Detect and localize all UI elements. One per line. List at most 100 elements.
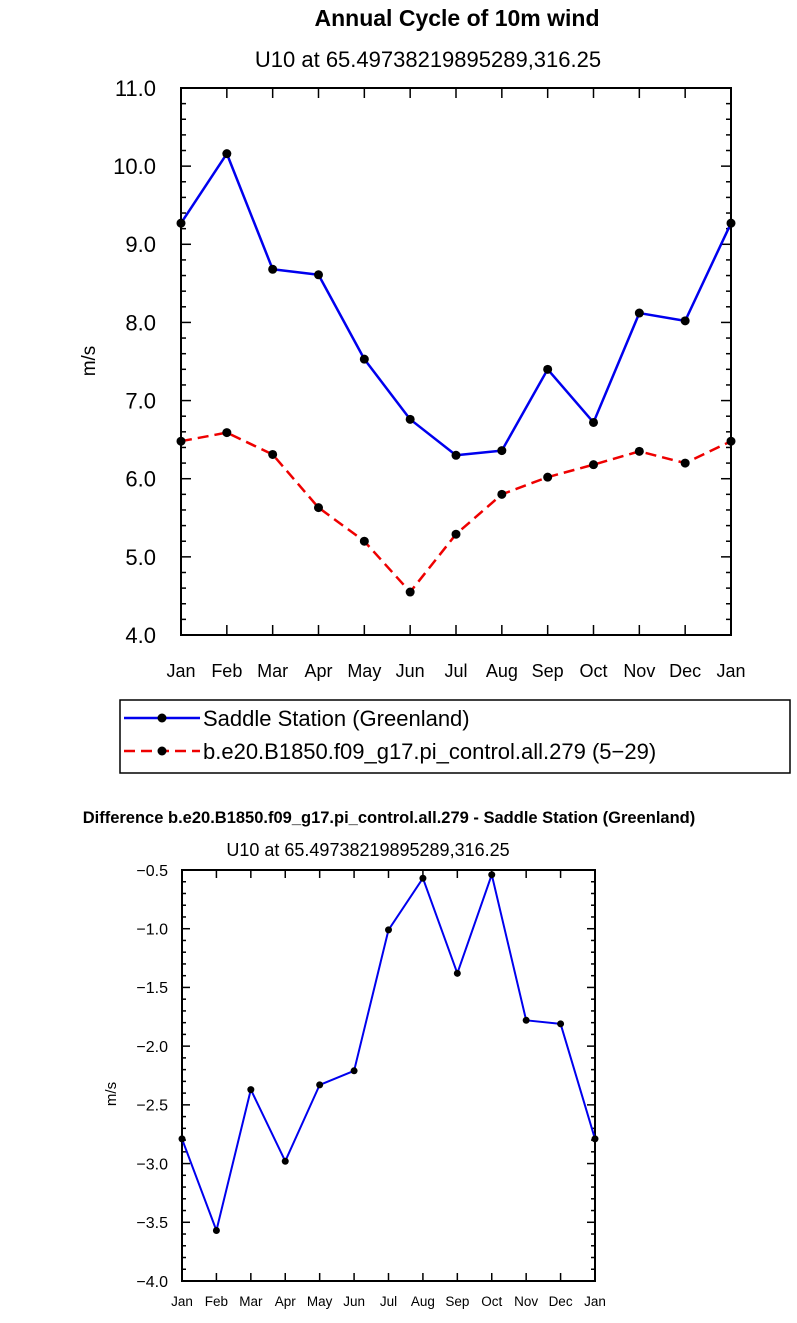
series-0-point [451, 450, 461, 460]
x-tick-label: May [307, 1294, 333, 1309]
series-0-point [268, 264, 278, 274]
series-0-point [453, 969, 461, 977]
difference-chart-series [178, 871, 599, 1235]
series-1-point [589, 460, 598, 470]
top-chart-title: Annual Cycle of 10m wind [315, 5, 600, 31]
series-1-point [222, 428, 232, 438]
difference-chart-y-axis-label: m/s [103, 1082, 120, 1106]
difference-chart-subtitle: U10 at 65.49738219895289,316.25 [226, 840, 509, 860]
series-0-point [176, 218, 186, 228]
y-tick-label: 11.0 [115, 76, 156, 101]
x-tick-label: Apr [304, 661, 332, 681]
y-tick-label: −2.0 [136, 1039, 168, 1056]
x-tick-label: Dec [669, 661, 701, 681]
legend-label-model: b.e20.B1850.f09_g17.pi_control.all.279 (… [203, 739, 656, 764]
top-chart-legend: Saddle Station (Greenland) b.e20.B1850.f… [119, 699, 791, 774]
top-chart-panel: Annual Cycle of 10m wind U10 at 65.49738… [79, 5, 791, 774]
x-tick-label: Jul [444, 661, 467, 681]
y-tick-label: −3.0 [136, 1156, 168, 1173]
difference-chart-ticks [181, 869, 596, 1282]
x-tick-label: Jul [380, 1294, 397, 1309]
series-1-point [451, 529, 461, 539]
series-0-point [281, 1157, 289, 1165]
x-tick-label: Nov [514, 1294, 538, 1309]
x-tick-label: Dec [549, 1294, 573, 1309]
difference-chart-panel: Difference b.e20.B1850.f09_g17.pi_contro… [83, 809, 696, 1309]
series-0-point [680, 316, 690, 326]
x-tick-label: Oct [579, 661, 607, 681]
difference-chart-y-tick-labels: −4.0 −3.5 −3.0 −2.5 −2.0 −1.5 −1.0 −0.5 [136, 863, 168, 1291]
series-0-point [212, 1227, 220, 1235]
series-0-point [522, 1016, 530, 1024]
x-tick-label: Aug [411, 1294, 435, 1309]
top-chart-y-tick-labels: 4.0 5.0 6.0 7.0 8.0 9.0 10.0 11.0 [113, 76, 156, 648]
series-0-point [359, 354, 369, 364]
y-tick-label: 7.0 [125, 388, 156, 413]
series-0-point [247, 1086, 255, 1094]
x-tick-label: Feb [211, 661, 242, 681]
series-0-point [350, 1067, 358, 1075]
series-0-point [314, 270, 323, 280]
series-0-point [222, 149, 232, 159]
y-tick-label: −2.5 [136, 1098, 168, 1115]
y-tick-label: 4.0 [125, 623, 156, 648]
x-tick-label: Jan [166, 661, 195, 681]
legend-label-observed: Saddle Station (Greenland) [203, 706, 470, 731]
x-tick-label: Mar [239, 1294, 263, 1309]
y-tick-label: −1.0 [136, 921, 168, 938]
y-tick-label: 5.0 [125, 545, 156, 570]
series-1-point [543, 472, 553, 482]
x-tick-label: Jun [343, 1294, 365, 1309]
series-1-point [405, 587, 415, 597]
top-chart-x-tick-labels: Jan Feb Mar Apr May Jun Jul Aug Sep Oct Nov Dec Jan [166, 661, 745, 681]
series-1-point [359, 536, 369, 546]
legend-marker-model [157, 746, 167, 756]
x-tick-label: Aug [486, 661, 518, 681]
series-1-point [176, 436, 186, 446]
y-tick-label: 6.0 [125, 467, 156, 492]
x-tick-label: Jan [171, 1294, 193, 1309]
series-0-point [497, 446, 507, 456]
series-1-point [680, 458, 690, 468]
top-chart-plot-frame [180, 87, 732, 636]
top-chart-subtitle: U10 at 65.49738219895289,316.25 [255, 47, 601, 72]
y-tick-label: −0.5 [136, 863, 168, 880]
y-tick-label: −1.5 [136, 980, 168, 997]
series-0-point [178, 1135, 186, 1143]
series-0-point [557, 1020, 565, 1028]
legend-marker-observed [157, 713, 167, 723]
legend-box [119, 699, 791, 774]
y-tick-label: −4.0 [136, 1274, 168, 1291]
series-0-point [726, 218, 736, 228]
series-1-point [634, 446, 644, 456]
difference-chart-x-tick-labels: Jan Feb Mar Apr May Jun Jul Aug Sep Oct Nov Dec Jan [171, 1294, 606, 1309]
y-tick-label: 10.0 [113, 154, 156, 179]
x-tick-label: Apr [275, 1294, 297, 1309]
series-1-point [268, 449, 278, 459]
series-0-point [488, 871, 496, 879]
series-0-point [589, 417, 598, 427]
y-tick-label: 8.0 [125, 310, 156, 335]
series-0-point [405, 414, 415, 424]
series-1-point [314, 503, 323, 513]
y-tick-label: 9.0 [125, 232, 156, 257]
y-tick-label: −3.5 [136, 1215, 168, 1232]
series-0-point [385, 926, 392, 934]
series-0-point [634, 308, 644, 318]
top-chart-series [176, 149, 736, 597]
x-tick-label: Jan [584, 1294, 606, 1309]
series-1-point [726, 436, 736, 446]
top-chart-y-axis-label: m/s [79, 346, 100, 377]
series-line-0 [179, 152, 733, 457]
x-tick-label: Sep [532, 661, 564, 681]
x-tick-label: Sep [445, 1294, 469, 1309]
x-tick-label: Jun [396, 661, 425, 681]
top-chart-ticks [180, 87, 732, 636]
x-tick-label: Oct [481, 1294, 502, 1309]
series-0-point [543, 364, 553, 374]
difference-chart-title: Difference b.e20.B1850.f09_g17.pi_contro… [83, 809, 696, 827]
series-0-point [316, 1081, 324, 1089]
x-tick-label: Jan [716, 661, 745, 681]
x-tick-label: May [347, 661, 381, 681]
